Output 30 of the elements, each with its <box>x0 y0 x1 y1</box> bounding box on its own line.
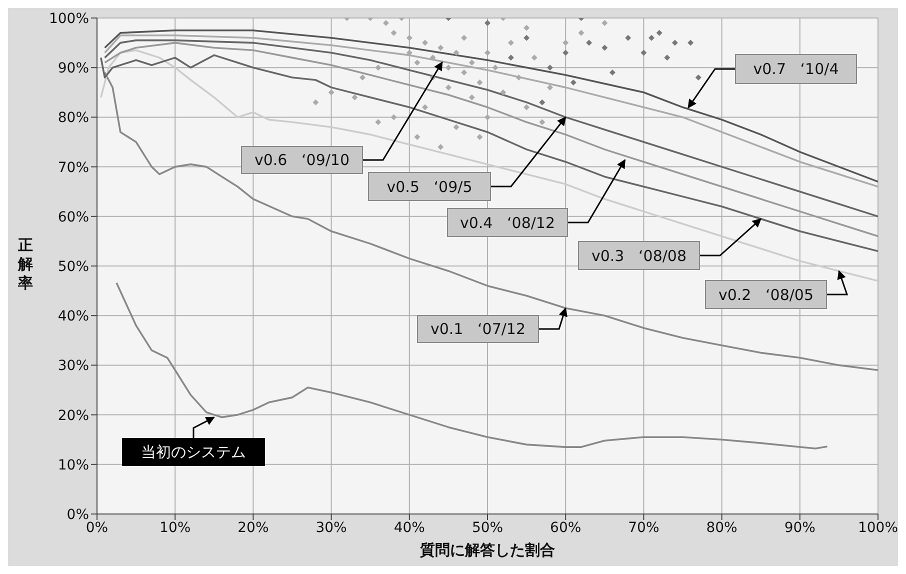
annotation: v0.4 ‘08/12 <box>447 208 568 237</box>
x-tick-label: 50% <box>472 520 504 536</box>
annotation: v0.6 ‘09/10 <box>241 146 363 174</box>
x-tick-label: 10% <box>160 520 191 536</box>
x-tick-label: 30% <box>316 520 347 536</box>
y-tick-label: 40% <box>58 308 89 325</box>
annotation: v0.5 ‘09/5 <box>368 172 491 201</box>
y-tick-label: 100% <box>48 10 89 27</box>
annotation: 当初のシステム <box>122 438 265 466</box>
y-tick-label: 10% <box>58 457 89 474</box>
x-tick-label: 90% <box>784 520 816 536</box>
annotation: v0.3 ‘08/08 <box>578 241 700 270</box>
annotation: v0.1 ‘07/12 <box>417 315 539 343</box>
x-tick-label: 60% <box>550 520 582 536</box>
x-tick-label: 40% <box>394 520 425 536</box>
y-tick-label: 90% <box>58 60 89 77</box>
x-axis-title: 質問に解答した割合 <box>419 540 556 560</box>
y-axis-title: 正解率 <box>18 236 34 293</box>
annotation: v0.2 ‘08/05 <box>705 280 827 309</box>
x-tick-label: 20% <box>238 520 269 536</box>
x-tick-label: 70% <box>628 520 660 536</box>
y-tick-label: 70% <box>58 160 89 176</box>
y-tick-label: 60% <box>58 209 89 226</box>
y-tick-label: 20% <box>58 408 89 424</box>
x-tick-label: 80% <box>706 520 738 536</box>
y-tick-label: 30% <box>58 358 89 374</box>
y-tick-label: 80% <box>58 110 89 126</box>
x-tick-label: 100% <box>858 520 898 536</box>
annotation: v0.7 ‘10/4 <box>735 54 857 84</box>
y-tick-label: 50% <box>58 258 89 275</box>
